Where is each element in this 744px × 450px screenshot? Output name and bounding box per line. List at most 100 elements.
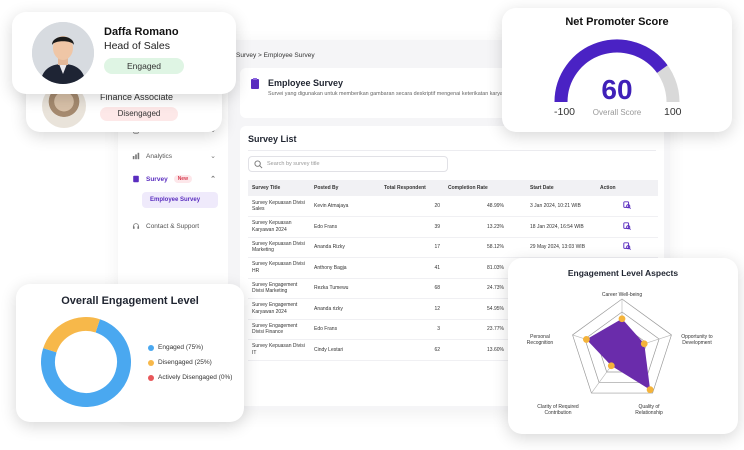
legend-item-actively-disengaged: Actively Disengaged (0%): [148, 374, 232, 381]
column-header: Total Respondent: [380, 180, 444, 196]
table-cell-posted-by: Anthony Bagja: [310, 257, 380, 279]
radar-grid-ring: [584, 311, 660, 383]
breadcrumb-parent[interactable]: Survey: [236, 52, 257, 59]
radar-chart: [572, 298, 672, 394]
table-cell-title: Survey Kepuasan Karyawan 2024: [248, 216, 310, 238]
breadcrumb-separator: >: [258, 52, 262, 59]
profile-name: Daffa Romano: [104, 26, 179, 38]
status-badge: Engaged: [104, 58, 184, 74]
table-cell-title: Survey Engagement Divisi Marketing: [248, 278, 310, 299]
axis-label: Career Well-being: [601, 292, 643, 298]
radar-data-point: [646, 386, 654, 394]
column-header: Action: [596, 180, 658, 196]
column-header: Start Date: [508, 180, 596, 196]
table-cell-title: Survey Kepuasan Divisi IT: [248, 339, 310, 361]
search-placeholder: Search by survey title: [267, 161, 320, 167]
engagement-title: Overall Engagement Level: [61, 295, 199, 307]
sidebar-item-contact-support[interactable]: Contact & Support: [132, 222, 218, 230]
description-text: Survei yang digunakan untuk memberikan g…: [268, 91, 594, 97]
table-cell-start: 18 Jan 2024, 16:54 WIB: [508, 216, 596, 238]
sidebar-subitem-employee-survey[interactable]: Employee Survey: [142, 192, 218, 208]
gauge-value-arc: [554, 39, 668, 103]
column-header: Posted By: [310, 180, 380, 196]
table-cell-posted-by: Cindy Lestari: [310, 339, 380, 361]
sidebar-item-label: Survey: [146, 175, 168, 183]
profile-role: Finance Associate: [100, 92, 174, 102]
sidebar-item-label: Analytics: [146, 152, 173, 160]
axis-label: Opportunity to Development: [681, 334, 713, 346]
table-cell-completion: 23.77%: [444, 319, 508, 340]
divider: [248, 150, 656, 151]
nps-caption: Overall Score: [592, 108, 642, 117]
sidebar-item-analytics[interactable]: Analytics ⌄: [132, 152, 218, 160]
sidebar-item-label: Contact & Support: [146, 222, 200, 230]
table-row: Survey Kepuasan Divisi Sales Kevin Atmaja…: [248, 196, 658, 217]
survey-icon: [133, 175, 139, 183]
table-cell-action: [596, 237, 658, 258]
table-cell-completion: 48.99%: [444, 196, 508, 217]
profile-role: Head of Sales: [104, 40, 170, 52]
avatar: [32, 22, 94, 84]
radar-data-point: [607, 362, 615, 370]
status-badge: Disengaged: [100, 107, 178, 121]
legend-dot: [148, 374, 154, 381]
radar-data-area: [586, 318, 651, 390]
table-cell-respondents: 41: [380, 257, 444, 279]
nps-gauge: [554, 39, 680, 103]
table-cell-posted-by: Ananda rizky: [310, 298, 380, 320]
description-title: Employee Survey: [268, 78, 344, 88]
axis-label: Quality of Relationship: [635, 404, 663, 416]
table-cell-completion: 58.12%: [444, 237, 508, 258]
aspects-title: Engagement Level Aspects: [567, 268, 679, 278]
radar-data-point: [618, 315, 626, 323]
table-cell-completion: 13.23%: [444, 216, 508, 238]
legend-label: Engaged (75%): [158, 344, 204, 351]
search-input[interactable]: Search by survey title: [248, 156, 448, 172]
table-cell-respondents: 17: [380, 237, 444, 258]
survey-list-title: Survey List: [248, 134, 297, 144]
table-cell-respondents: 62: [380, 339, 444, 361]
breadcrumb-current: Employee Survey: [263, 52, 315, 59]
headset-icon: [132, 223, 140, 229]
nps-card: Net Promoter Score 60 Overall Score -100…: [502, 8, 732, 132]
document-icon: [251, 78, 259, 89]
view-survey-icon[interactable]: [623, 201, 631, 209]
table-cell-posted-by: Rezka Tumewu: [310, 278, 380, 299]
engagement-donut: [41, 317, 131, 407]
table-cell-title: Survey Kepuasan Divisi Marketing: [248, 237, 310, 258]
table-cell-completion: 54.95%: [444, 298, 508, 320]
table-cell-title: Survey Kepuasan Divisi HR: [248, 257, 310, 279]
radar-data-point: [640, 340, 648, 348]
donut-slice: [43, 317, 100, 353]
nps-title: Net Promoter Score: [565, 16, 669, 28]
table-cell-respondents: 68: [380, 278, 444, 299]
column-header: Survey Title: [248, 180, 310, 196]
new-badge: New: [173, 175, 192, 183]
engagement-card: Overall Engagement Level Engaged (75%) D…: [16, 284, 244, 422]
donut-slice: [41, 319, 131, 407]
table-cell-respondents: 3: [380, 319, 444, 340]
table-cell-respondents: 39: [380, 216, 444, 238]
legend-label: Disengaged (25%): [158, 359, 212, 366]
chevron-down-icon: ⌄: [210, 153, 216, 160]
table-cell-respondents: 20: [380, 196, 444, 217]
sidebar-item-survey[interactable]: Survey New ⌃: [132, 175, 218, 183]
table-cell-completion: 24.73%: [444, 278, 508, 299]
table-cell-title: Survey Kepuasan Divisi Sales: [248, 196, 310, 217]
radar-grid-ring: [572, 298, 672, 394]
view-survey-icon[interactable]: [623, 221, 631, 230]
table-cell-respondents: 12: [380, 298, 444, 320]
nps-max-label: 100: [664, 106, 682, 118]
view-survey-icon[interactable]: [623, 242, 631, 250]
chart-icon: [132, 152, 140, 160]
breadcrumb: Survey > Employee Survey: [236, 52, 315, 59]
table-cell-action: [596, 196, 658, 217]
table-cell-title: Survey Engagement Karyawan 2024: [248, 298, 310, 320]
table-cell-posted-by: Kevin Atmajaya: [310, 196, 380, 217]
table-cell-posted-by: Edo Frans: [310, 216, 380, 238]
table-header-row: Survey Title Posted By Total Respondent …: [248, 180, 658, 196]
aspects-card: Engagement Level Aspects Career Well-bei…: [508, 258, 738, 434]
table-row: Survey Kepuasan Divisi Marketing Ananda R…: [248, 237, 658, 258]
legend-label: Actively Disengaged (0%): [158, 374, 233, 381]
nps-min-label: -100: [554, 106, 576, 118]
